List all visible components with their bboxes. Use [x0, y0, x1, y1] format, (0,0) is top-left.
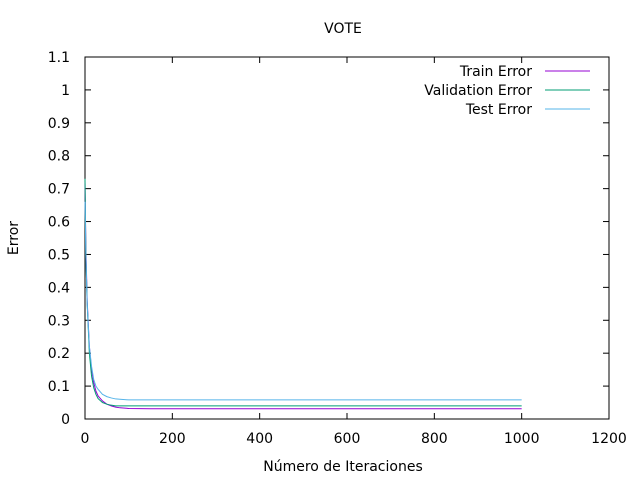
y-tick-label: 0.1 [48, 379, 70, 395]
legend-label: Validation Error [424, 83, 532, 99]
x-tick-label: 600 [334, 431, 361, 447]
y-tick-label: 0.3 [48, 313, 70, 329]
y-axis-label: Error [6, 221, 22, 255]
legend-label: Test Error [465, 102, 532, 118]
y-tick-label: 0.2 [48, 346, 70, 362]
chart-title: VOTE [324, 21, 362, 37]
y-tick-label: 1 [61, 83, 70, 99]
series-line-1 [84, 178, 522, 407]
legend-label: Train Error [459, 64, 532, 80]
y-tick-label: 0.7 [48, 182, 70, 198]
series-line-0 [84, 182, 522, 410]
y-tick-label: 0.4 [48, 280, 70, 296]
x-axis: 0 200 400 600 800 1000 1200 [81, 57, 627, 447]
x-tick-label: 1200 [591, 431, 627, 447]
x-tick-label: 200 [159, 431, 186, 447]
x-tick-label: 0 [81, 431, 90, 447]
y-tick-label: 0 [61, 412, 70, 428]
y-axis: 0 0.1 0.2 0.3 0.4 0.5 0.6 0.7 0.8 0.9 1 1.1 [48, 50, 609, 428]
y-tick-label: 0.6 [48, 215, 70, 231]
series-line-2 [84, 201, 522, 401]
y-tick-label: 0.8 [48, 149, 70, 165]
series-lines [84, 178, 522, 410]
legend: Train Error Validation Error Test Error [424, 64, 590, 118]
x-tick-label: 1000 [504, 431, 540, 447]
y-tick-label: 0.5 [48, 247, 70, 263]
x-tick-label: 800 [421, 431, 448, 447]
x-axis-label: Número de Iteraciones [263, 459, 423, 475]
y-tick-label: 0.9 [48, 116, 70, 132]
x-tick-label: 400 [246, 431, 273, 447]
y-tick-label: 1.1 [48, 50, 70, 66]
